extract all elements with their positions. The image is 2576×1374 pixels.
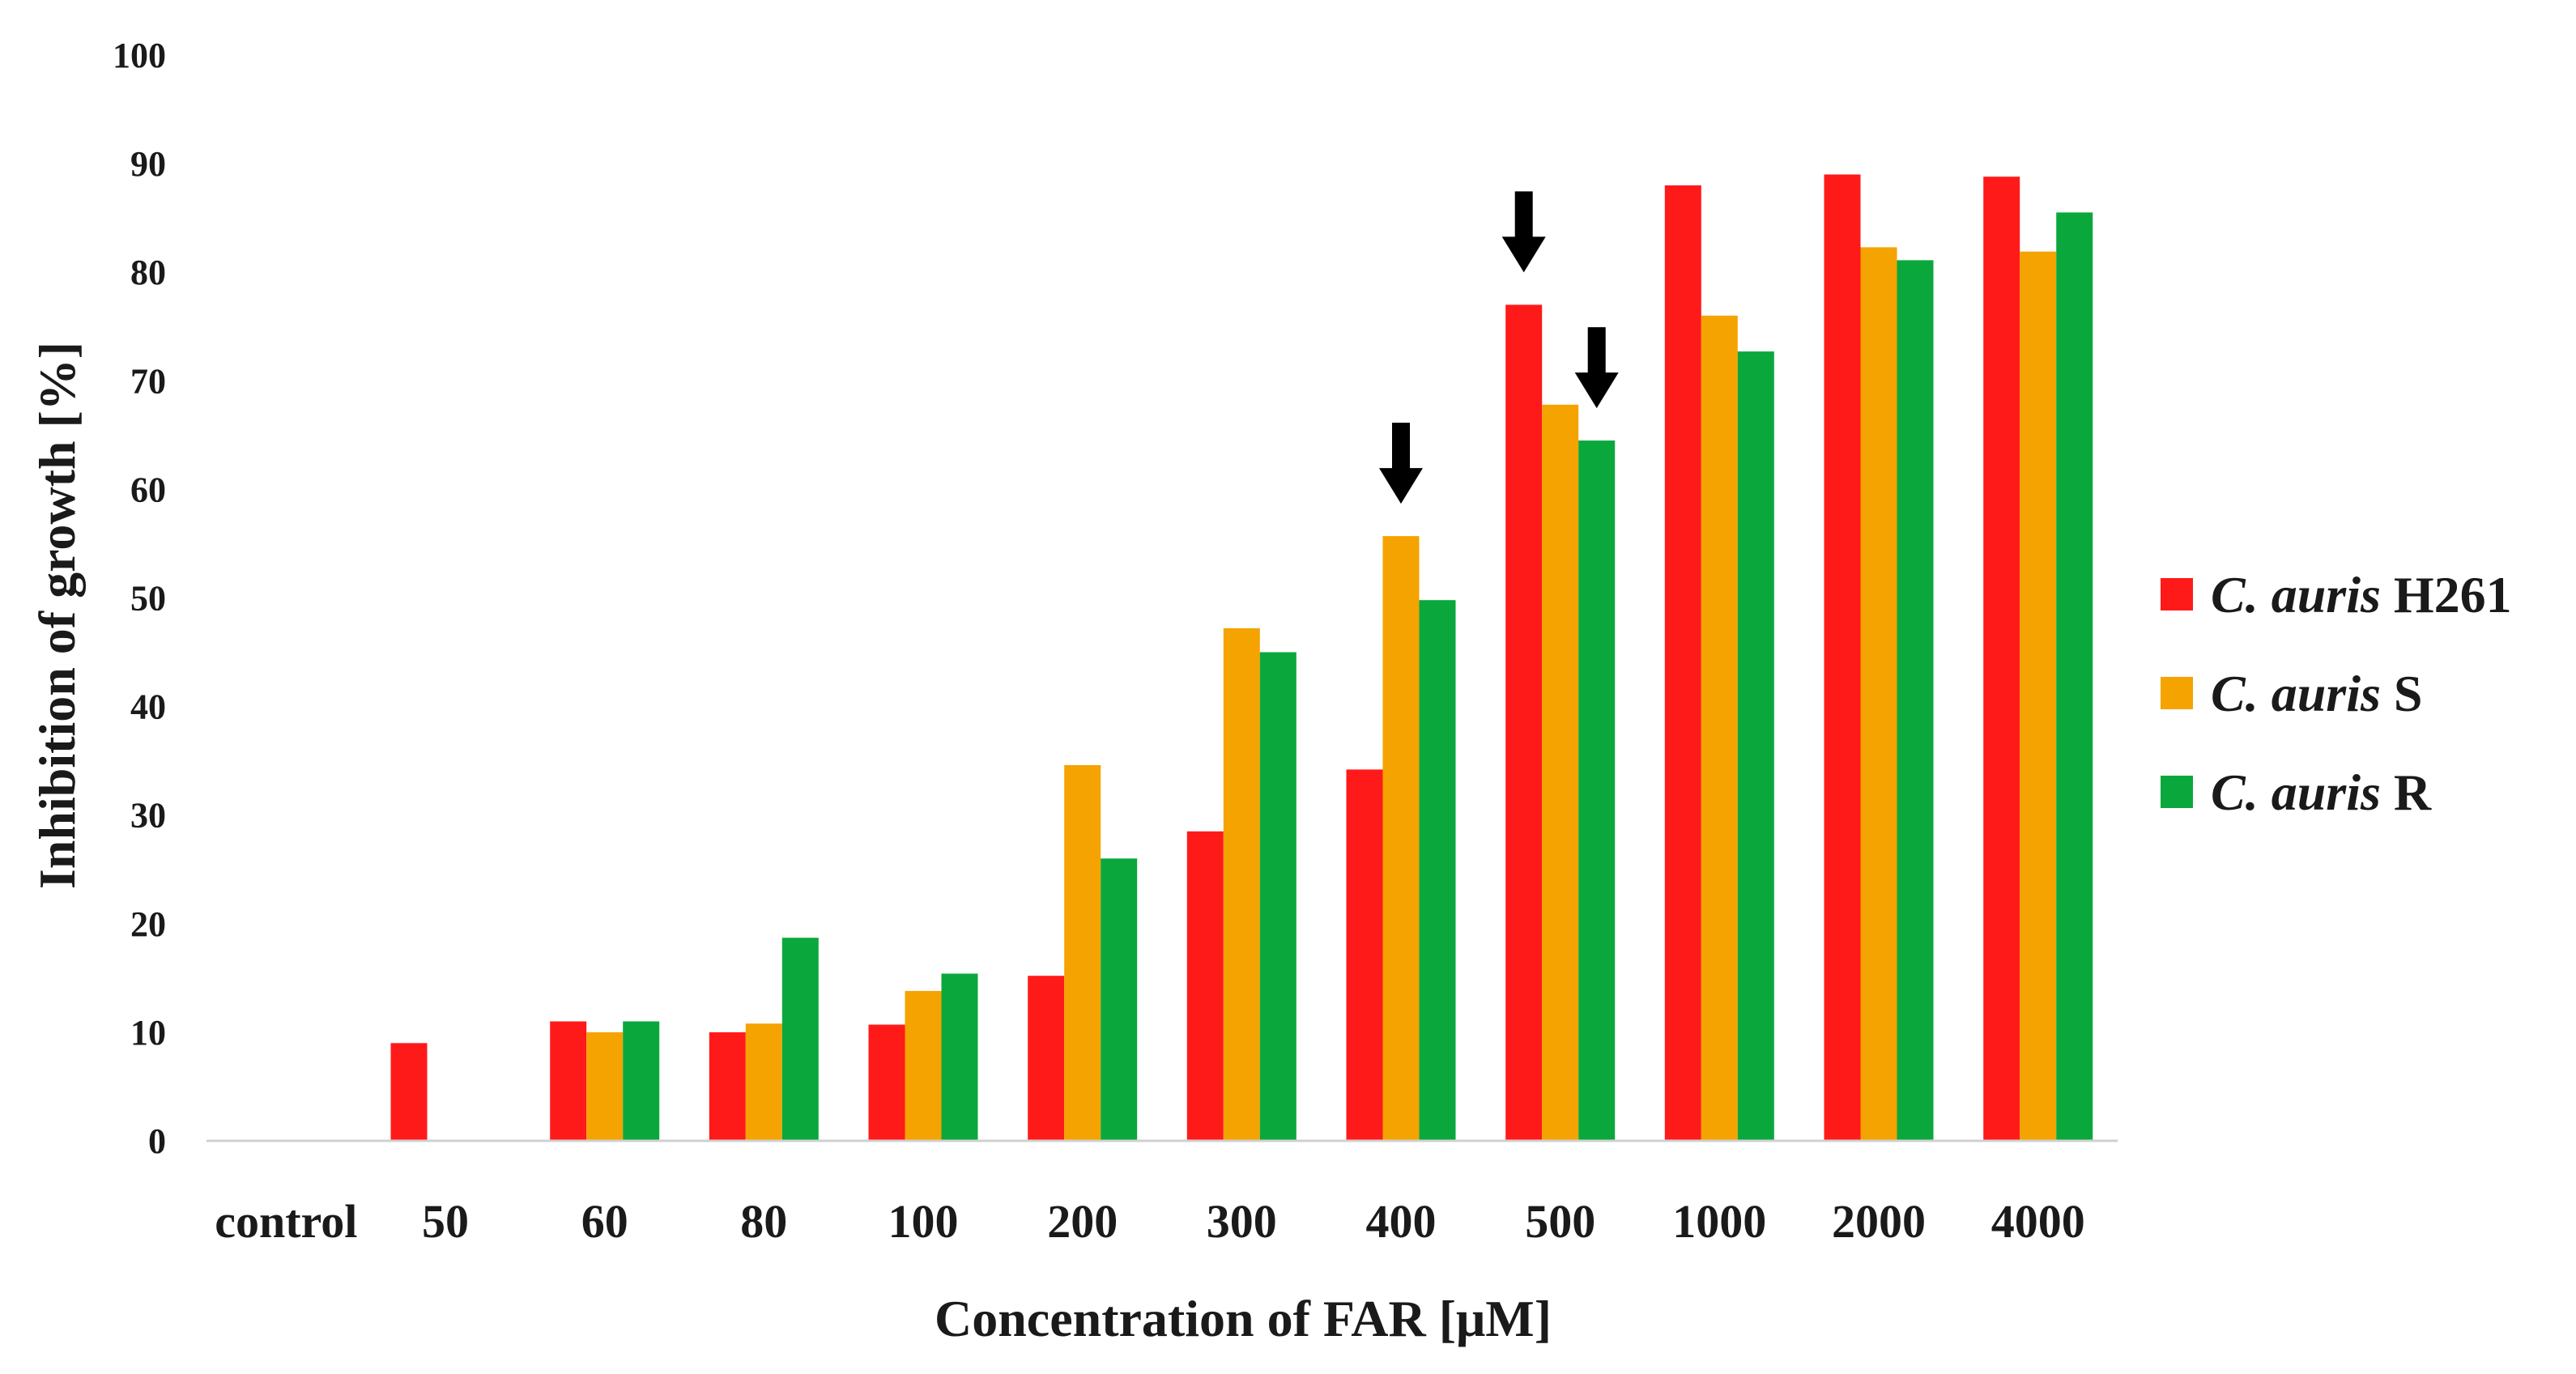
bar-r-200 [1101, 858, 1138, 1141]
bar-h261-100 [868, 1024, 905, 1141]
bar-r-500 [1578, 440, 1616, 1141]
bar-h261-1000 [1664, 185, 1701, 1141]
bar-r-1000 [1737, 351, 1774, 1142]
x-tick-label: control [215, 1195, 357, 1248]
bar-s-200 [1064, 765, 1101, 1141]
down-arrow-icon [1379, 423, 1423, 504]
bar-h261-300 [1186, 831, 1224, 1141]
y-tick-label: 70 [130, 361, 166, 401]
y-axis-title: Inhibition of growth [%] [28, 342, 86, 889]
x-tick-label: 300 [1207, 1195, 1277, 1248]
legend-swatch [2161, 776, 2193, 808]
y-tick-label: 60 [130, 470, 166, 509]
bars-layer [390, 174, 2093, 1142]
x-axis-title: Concentration of FAR [μM] [935, 1290, 1552, 1347]
down-arrow-icon [1501, 191, 1546, 273]
x-tick-label: 2000 [1832, 1195, 1926, 1248]
bar-h261-80 [709, 1032, 746, 1141]
x-tick-label: 100 [888, 1195, 959, 1248]
bar-s-400 [1382, 536, 1420, 1141]
bar-r-80 [781, 938, 819, 1141]
bar-h261-60 [550, 1021, 587, 1141]
y-tick-label: 10 [130, 1013, 166, 1053]
bar-r-100 [941, 973, 978, 1141]
bar-s-4000 [2020, 251, 2057, 1142]
legend-swatch [2161, 578, 2193, 610]
bar-s-80 [745, 1023, 782, 1141]
bar-s-2000 [1860, 247, 1897, 1141]
bar-r-2000 [1897, 260, 1934, 1141]
x-tick-label: 1000 [1672, 1195, 1766, 1248]
y-tick-label: 100 [113, 36, 166, 75]
bar-r-300 [1259, 652, 1297, 1141]
y-tick-label: 20 [130, 904, 166, 944]
y-tick-label: 50 [130, 579, 166, 619]
y-tick-label: 80 [130, 253, 166, 292]
legend: C. auris H261 C. auris S C. auris R [2161, 566, 2512, 821]
bar-s-500 [1542, 404, 1579, 1141]
legend-label: C. auris S [2211, 665, 2422, 722]
legend-label: C. auris R [2211, 764, 2432, 821]
bar-s-100 [905, 990, 942, 1141]
y-tick-label: 0 [148, 1121, 166, 1161]
y-axis-ticks: 0 10 20 30 40 50 60 70 80 90 100 [113, 36, 166, 1161]
bar-s-300 [1223, 628, 1260, 1141]
x-tick-label: 60 [581, 1195, 628, 1248]
bar-r-400 [1419, 600, 1456, 1141]
bar-h261-500 [1505, 304, 1543, 1141]
bar-h261-200 [1028, 976, 1065, 1141]
bar-h261-2000 [1824, 174, 1861, 1141]
x-tick-label: 400 [1366, 1195, 1437, 1248]
x-tick-label: 80 [740, 1195, 787, 1248]
bar-h261-4000 [1983, 177, 2020, 1142]
bar-s-60 [586, 1032, 624, 1141]
legend-label: C. auris H261 [2211, 566, 2512, 623]
bar-s-1000 [1701, 315, 1738, 1141]
x-tick-label: 500 [1525, 1195, 1595, 1248]
x-tick-label: 200 [1047, 1195, 1118, 1248]
down-arrow-icon [1574, 327, 1619, 409]
bar-h261-50 [390, 1043, 428, 1141]
legend-swatch [2161, 677, 2193, 709]
x-tick-label: 4000 [1991, 1195, 2085, 1248]
x-axis-ticks: control 50 60 80 100 200 300 400 500 1000 2000 4000 [215, 1195, 2084, 1248]
y-tick-label: 30 [130, 796, 166, 836]
bar-r-4000 [2056, 212, 2093, 1141]
annotation-arrows [1379, 191, 1619, 504]
y-tick-label: 40 [130, 687, 166, 727]
y-tick-label: 90 [130, 144, 166, 184]
x-tick-label: 50 [422, 1195, 469, 1248]
bar-r-60 [623, 1021, 660, 1141]
bar-h261-400 [1346, 769, 1383, 1141]
